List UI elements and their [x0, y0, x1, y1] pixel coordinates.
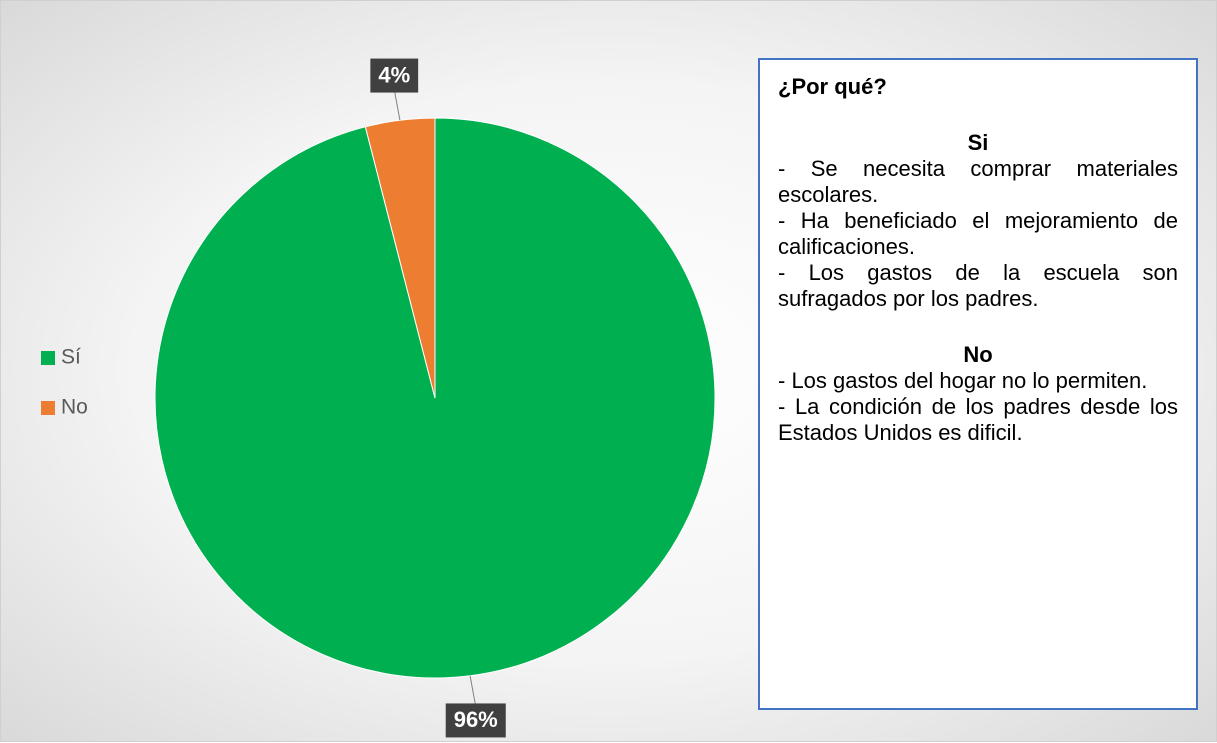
section-title: Si: [967, 130, 989, 155]
text-section: No - Los gastos del hogar no lo permiten.…: [778, 342, 1178, 446]
section-item: - Ha beneficiado el mejoramiento de cali…: [778, 208, 1178, 259]
section-item: - Se necesita comprar materiales escolar…: [778, 156, 1178, 207]
text-box-heading: ¿Por qué?: [778, 74, 887, 99]
legend-swatch: [41, 351, 55, 365]
pie-slice: [364, 117, 436, 399]
text-section: Si - Se necesita comprar materiales escol…: [778, 130, 1178, 312]
section-item: - Los gastos de la escuela son sufragado…: [778, 260, 1178, 311]
data-label-text: 96%: [454, 707, 498, 732]
legend-swatch: [41, 401, 55, 415]
legend-label: No: [61, 396, 88, 419]
legend-label: Sí: [61, 346, 81, 369]
leader-line: [393, 89, 401, 121]
leader-line: [469, 675, 477, 707]
section-item: - Los gastos del hogar no lo permiten.: [778, 368, 1148, 393]
data-label-box: [370, 58, 419, 93]
data-label-text: 4%: [378, 62, 410, 87]
section-item: - La condición de los padres desde los E…: [778, 394, 1178, 445]
text-box: ¿Por qué? Si - Se necesita comprar materi…: [758, 58, 1198, 710]
section-title: No: [963, 342, 993, 367]
data-label-box: [445, 703, 506, 738]
data-label: 96%: [445, 703, 506, 738]
data-label: 4%: [370, 58, 419, 93]
